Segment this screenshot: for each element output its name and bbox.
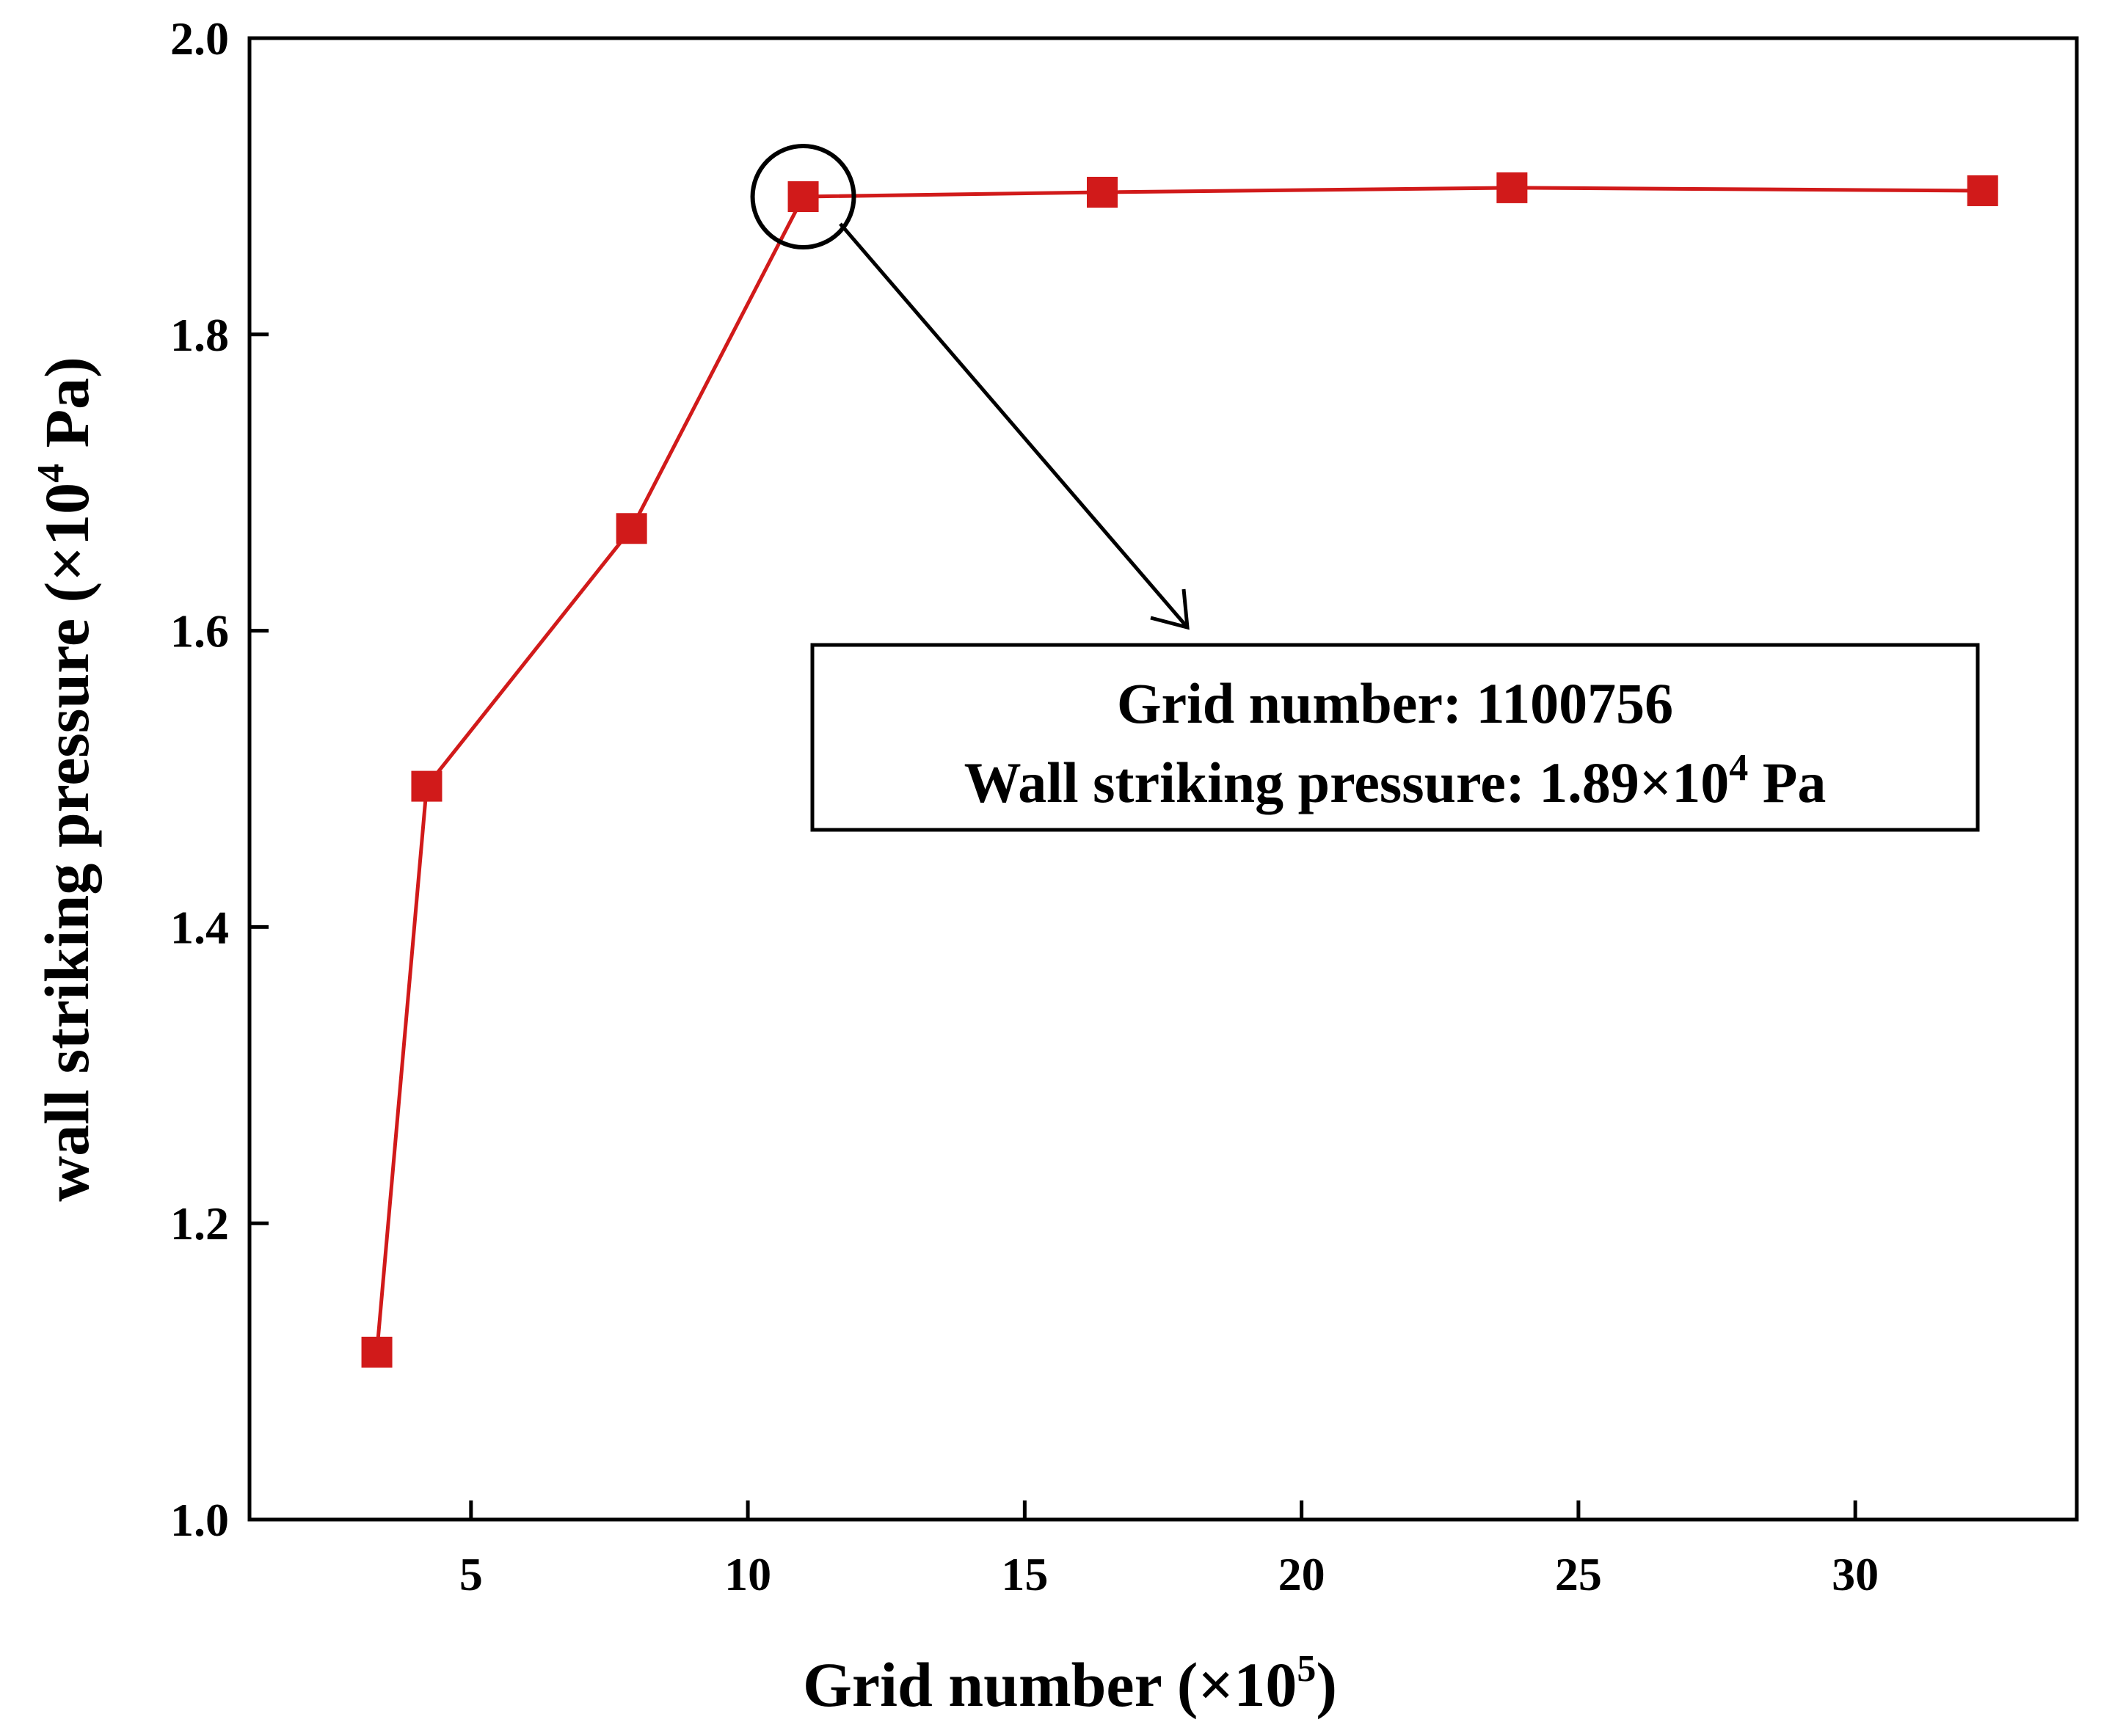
data-point-marker [1087,176,1118,208]
data-point-marker [1496,172,1528,203]
annotation-arrow-line [839,222,1189,629]
axis-ticks: 5 10 15 20 25 30 1.0 1.2 1.4 1.6 1.8 2.0 [170,12,1879,1600]
x-tick-label: 20 [1278,1548,1325,1600]
data-point-marker [361,1336,393,1368]
annotation-box [810,643,1980,832]
x-tick-label: 15 [1001,1548,1048,1600]
x-axis-title: Grid number (×105) [803,1648,1337,1720]
y-tick-label: 2.0 [170,12,229,65]
data-point-marker [411,770,443,802]
y-tick-label: 1.6 [170,605,229,657]
data-point-marker [787,181,819,213]
data-point-marker [616,513,647,544]
x-tick-label: 10 [724,1548,771,1600]
y-tick-label: 1.8 [170,309,229,361]
annotation-line-2: Wall striking pressure: 1.89×104 Pa [964,747,1827,814]
y-tick-label: 1.2 [170,1197,229,1250]
y-tick-label: 1.4 [170,901,229,953]
x-tick-label: 5 [459,1548,483,1600]
y-tick-label: 1.0 [170,1494,229,1546]
data-point-marker [1967,175,1998,206]
x-tick-label: 25 [1555,1548,1602,1600]
plot-frame [247,36,2079,1522]
annotation-arrowhead [1150,588,1190,630]
x-tick-label: 30 [1832,1548,1879,1600]
highlight-circle [750,144,856,250]
y-axis-title: wall striking pressure (×104 Pa) [30,357,102,1202]
data-series [361,172,1998,1368]
annotation-line-1: Grid number: 1100756 [1117,671,1673,735]
